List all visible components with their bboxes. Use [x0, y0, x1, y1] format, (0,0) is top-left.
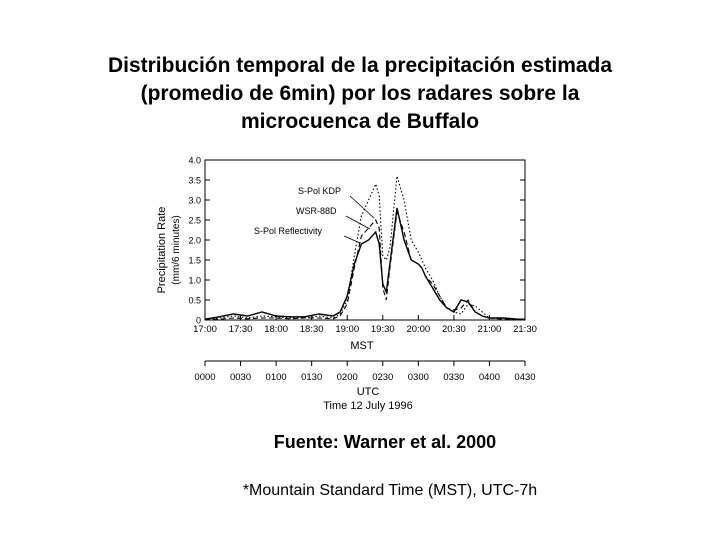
x-tick-label: 19:00: [335, 324, 359, 335]
utc-tick-label: 0130: [301, 372, 322, 383]
y-tick-label: 1.5: [188, 256, 201, 266]
y-axis-label-line2: (mm/6 minutes): [171, 215, 182, 284]
footnote: *Mountain Standard Time (MST), UTC-7h: [242, 482, 538, 499]
y-tick-label: 4.0: [188, 156, 201, 166]
x-ticks-mst: 17:00 17:30 18:00 18:30 19:00 19:30 20:00 20:30…: [193, 315, 537, 335]
utc-tick-label: 0330: [443, 372, 464, 383]
legend: S-Pol KDP WSR-88D S-Pol Reflectivity: [254, 186, 375, 244]
title-line-2: (promedio de 6min) por los radares sobre…: [140, 82, 580, 105]
series-line-s-pol-reflectivity: [204, 207, 525, 320]
slide-title: Distribución temporal de la precipitació…: [40, 52, 680, 136]
y-axis-label: Precipitation Rate (mm/6 minutes): [156, 207, 182, 294]
utc-tick-label: 0230: [372, 372, 393, 383]
utc-tick-label: 0300: [408, 372, 429, 383]
y-tick-label: 1.0: [188, 276, 201, 286]
y-tick-label: 3.5: [188, 176, 201, 186]
y-ticks: 0 0.5 1.0 1.5 2.0 2.5 3.0 3.5 4.0: [188, 156, 525, 326]
y-tick-label: 0.5: [188, 296, 201, 306]
precipitation-chart: Precipitation Rate (mm/6 minutes) 0 0.5 1.…: [156, 156, 537, 413]
utc-tick-label: 0200: [337, 372, 358, 383]
series-line-s-pol-kdp: [204, 175, 525, 320]
series-line-wsr-88d: [205, 211, 525, 320]
utc-tick-label: 0430: [514, 372, 535, 383]
y-tick-label: 2.0: [188, 236, 201, 246]
utc-tick-label: 0030: [230, 372, 251, 383]
legend-label: WSR-88D: [296, 206, 337, 216]
x-tick-label: 17:00: [193, 324, 217, 335]
x-axis-sublabel-date: Time 12 July 1996: [323, 400, 412, 412]
x-tick-label: 18:00: [264, 324, 288, 335]
x-axis-label-utc: UTC: [357, 386, 380, 398]
x-tick-label: 21:00: [478, 324, 502, 335]
legend-pointer: [345, 215, 371, 230]
x-tick-label: 20:00: [406, 324, 430, 335]
x-tick-label: 19:30: [371, 324, 395, 335]
x-tick-label: 21:30: [513, 324, 537, 335]
legend-pointer: [349, 195, 375, 219]
x-tick-label: 20:30: [442, 324, 466, 335]
plot-frame: [204, 159, 526, 321]
series-lines: [204, 175, 525, 320]
title-line-3: microcuenca de Buffalo: [240, 110, 480, 133]
x-axis-label-mst: MST: [350, 340, 374, 352]
y-tick-label: 3.0: [188, 196, 201, 206]
utc-tick-label: 0400: [479, 372, 500, 383]
utc-tick-label: 0100: [266, 372, 287, 383]
y-axis-label-line1: Precipitation Rate: [156, 207, 168, 294]
legend-label: S-Pol KDP: [298, 186, 341, 196]
legend-label: S-Pol Reflectivity: [254, 226, 323, 236]
y-tick-label: 0: [196, 316, 201, 326]
x-tick-label: 18:30: [300, 324, 324, 335]
x-ticks-utc: 0000 0030 0100 0130 0200 0230 0300 0330 0400 0430: [194, 361, 536, 383]
legend-pointer: [343, 235, 361, 244]
y-tick-label: 2.5: [188, 216, 201, 226]
utc-tick-label: 0000: [194, 372, 215, 383]
title-line-1: Distribución temporal de la precipitació…: [107, 54, 613, 77]
x-tick-label: 17:30: [229, 324, 253, 335]
source-citation: Fuente: Warner et al. 2000: [273, 432, 497, 452]
